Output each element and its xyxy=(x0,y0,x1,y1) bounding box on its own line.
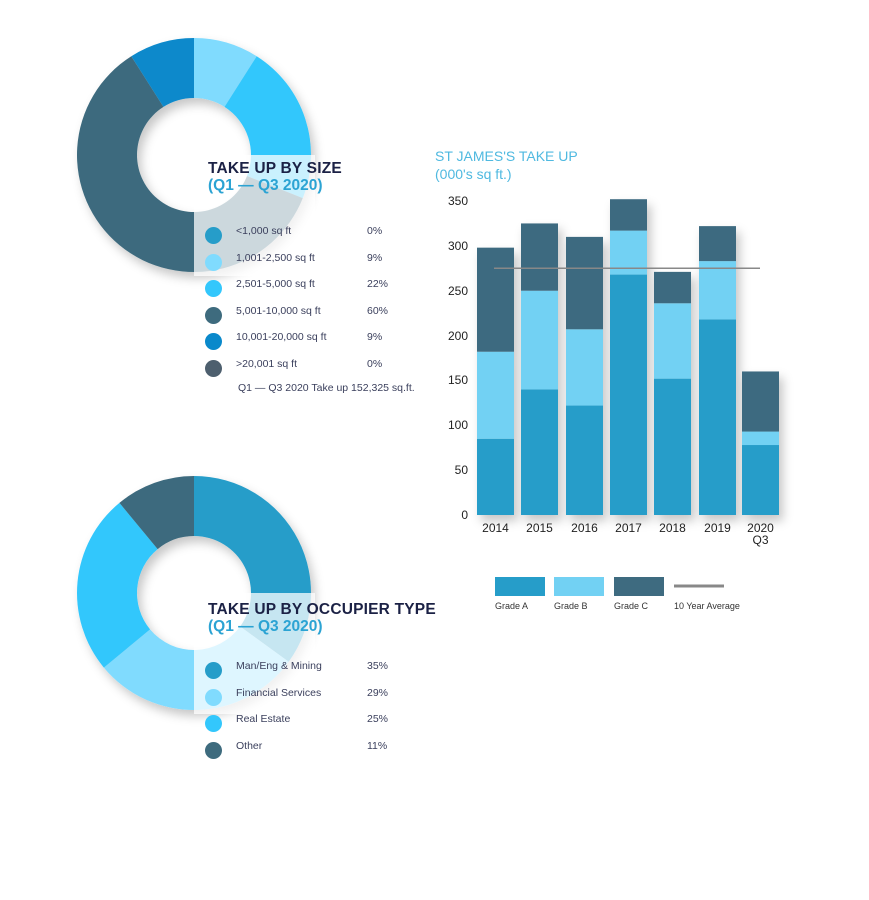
occupier-legend-swatch xyxy=(205,715,222,733)
bar-grade-b xyxy=(742,431,779,446)
size-legend-swatch xyxy=(205,333,222,351)
occupier-legend-value: 35% xyxy=(367,660,389,672)
slice-3 xyxy=(119,476,194,550)
slice-1 xyxy=(194,38,257,107)
occupier-legend-label: Real Estate xyxy=(236,713,291,726)
y-tick-label: 200 xyxy=(447,328,468,343)
size-chart-subtitle: (Q1 — Q3 2020) xyxy=(208,177,323,194)
occupier-legend-value: 25% xyxy=(367,713,389,726)
y-tick-label: 300 xyxy=(447,238,468,253)
legend-label: Grade C xyxy=(614,601,649,611)
x-tick-label: 2014 xyxy=(482,521,509,535)
bar-grade-c xyxy=(477,247,514,352)
x-tick-label: 2020 xyxy=(747,521,774,535)
size-legend-value: 22% xyxy=(367,278,389,291)
size-chart-note: Q1 — Q3 2020 Take up 152,325 sq.ft. xyxy=(238,382,415,394)
legend-label: Grade B xyxy=(554,601,588,611)
occupier-legend-swatch xyxy=(205,688,222,706)
size-legend-swatch xyxy=(205,280,222,298)
legend-swatch xyxy=(495,577,545,596)
x-tick-label: Q3 xyxy=(752,533,769,547)
y-tick-label: 0 xyxy=(461,508,468,522)
y-tick-label: 100 xyxy=(447,418,468,433)
occupier-chart-subtitle: (Q1 — Q3 2020) xyxy=(208,618,323,635)
bar-grade-a xyxy=(654,378,691,515)
bar-grade-a xyxy=(477,438,514,515)
bar-chart-title: ST JAMES'S TAKE UP xyxy=(435,148,578,164)
bar-grade-a xyxy=(610,274,647,515)
y-tick-label: 350 xyxy=(447,194,468,208)
size-legend-label: 10,001-20,000 sq ft xyxy=(236,331,327,344)
occupier-legend-label: Man/Eng & Mining xyxy=(236,660,322,672)
legend-label: 10 Year Average xyxy=(674,601,740,611)
occupier-legend-value: 11% xyxy=(367,739,388,752)
occupier-legend-swatch xyxy=(205,662,222,679)
occupier-legend-value: 29% xyxy=(367,686,389,699)
occupier-chart-title: TAKE UP BY OCCUPIER TYPE xyxy=(208,601,436,618)
slice-4 xyxy=(131,38,194,107)
bar-grade-c xyxy=(610,199,647,231)
bar-grade-b xyxy=(610,230,647,275)
x-tick-label: 2015 xyxy=(526,521,553,535)
size-legend-value: 9% xyxy=(367,251,383,264)
y-tick-label: 150 xyxy=(447,373,468,388)
bar-grade-a xyxy=(699,319,736,515)
legend-swatch xyxy=(614,577,664,596)
bar-chart-subtitle: (000's sq ft.) xyxy=(435,166,512,182)
size-legend-value: 9% xyxy=(367,331,383,344)
bar-grade-a xyxy=(742,445,779,515)
occupier-legend-swatch xyxy=(205,741,222,759)
bar-grade-b xyxy=(477,351,514,439)
bar-grade-a xyxy=(566,405,603,515)
bar-grade-c xyxy=(566,236,603,330)
legend-swatch xyxy=(554,577,604,596)
bar-grade-c xyxy=(654,271,691,304)
slice-2 xyxy=(76,502,158,668)
size-legend-value: 60% xyxy=(367,304,389,317)
size-legend-swatch xyxy=(205,227,222,244)
bars xyxy=(477,199,779,515)
x-tick-label: 2016 xyxy=(571,521,598,535)
occupier-legend-label: Financial Services xyxy=(236,686,322,699)
size-legend-swatch xyxy=(205,360,222,377)
x-tick-label: 2017 xyxy=(615,521,642,535)
occupier-legend-label: Other xyxy=(236,739,263,752)
size-legend-value: 0% xyxy=(367,358,383,370)
x-tick-label: 2019 xyxy=(704,521,731,535)
size-chart-title: TAKE UP BY SIZE xyxy=(208,160,342,177)
size-legend-swatch xyxy=(205,306,222,324)
y-tick-label: 250 xyxy=(447,283,468,298)
bar-grade-a xyxy=(521,389,558,515)
y-tick-label: 50 xyxy=(454,463,468,478)
size-legend-label: 1,001-2,500 sq ft xyxy=(236,251,315,264)
bar-grade-c xyxy=(742,371,779,432)
bar-grade-b xyxy=(521,290,558,390)
size-legend-swatch xyxy=(205,253,222,271)
size-legend-label: <1,000 sq ft xyxy=(236,225,292,237)
bar-grade-b xyxy=(654,303,691,379)
size-legend-value: 0% xyxy=(367,225,383,237)
bar-grade-c xyxy=(521,223,558,291)
x-tick-label: 2018 xyxy=(659,521,686,535)
bar-grade-b xyxy=(699,261,736,320)
legend-label: Grade A xyxy=(495,601,529,611)
size-legend-label: 2,501-5,000 sq ft xyxy=(236,278,315,291)
bar-grade-b xyxy=(566,329,603,406)
size-legend-label: 5,001-10,000 sq ft xyxy=(236,304,321,317)
bar-grade-c xyxy=(699,226,736,262)
size-legend-label: >20,001 sq ft xyxy=(236,358,298,370)
